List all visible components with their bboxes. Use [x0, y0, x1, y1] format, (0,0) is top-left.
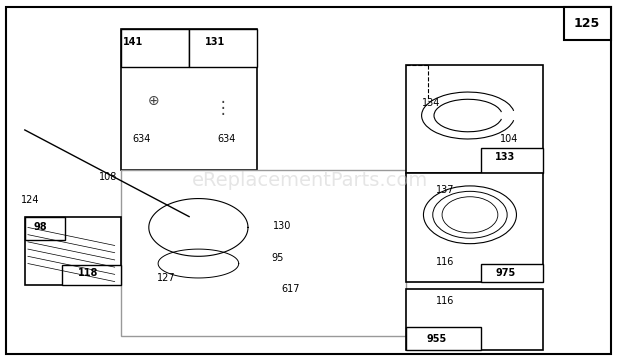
FancyBboxPatch shape [121, 29, 257, 170]
Text: 137: 137 [436, 184, 454, 195]
Text: 617: 617 [281, 284, 299, 294]
Text: 116: 116 [436, 296, 454, 306]
FancyBboxPatch shape [62, 265, 121, 285]
Text: ⊕: ⊕ [148, 94, 159, 108]
Text: 116: 116 [436, 257, 454, 267]
FancyBboxPatch shape [564, 7, 611, 40]
Text: 108: 108 [99, 172, 118, 182]
FancyBboxPatch shape [121, 170, 406, 336]
Text: 95: 95 [272, 253, 284, 263]
FancyBboxPatch shape [25, 217, 65, 240]
Text: 130: 130 [273, 221, 291, 231]
FancyBboxPatch shape [6, 7, 611, 354]
Text: 104: 104 [500, 134, 519, 144]
FancyBboxPatch shape [121, 29, 189, 67]
Text: 125: 125 [574, 17, 600, 30]
FancyBboxPatch shape [480, 264, 542, 282]
Text: 133: 133 [495, 152, 515, 162]
FancyBboxPatch shape [189, 29, 257, 67]
FancyBboxPatch shape [406, 65, 542, 173]
Text: 131: 131 [205, 36, 225, 47]
FancyBboxPatch shape [406, 173, 542, 282]
Text: 134: 134 [422, 98, 440, 108]
Text: 141: 141 [123, 36, 143, 47]
Text: 98: 98 [33, 222, 47, 232]
FancyBboxPatch shape [480, 148, 542, 173]
Text: 975: 975 [496, 268, 516, 278]
FancyBboxPatch shape [25, 217, 121, 285]
Text: eReplacementParts.com: eReplacementParts.com [192, 171, 428, 190]
Text: 955: 955 [427, 334, 446, 344]
FancyBboxPatch shape [406, 327, 480, 350]
Text: ⋮: ⋮ [215, 99, 231, 117]
FancyBboxPatch shape [406, 289, 542, 350]
Text: 634: 634 [132, 134, 151, 144]
Text: 118: 118 [78, 268, 98, 278]
Text: 634: 634 [217, 134, 236, 144]
Text: 127: 127 [157, 273, 175, 283]
Text: 124: 124 [20, 195, 39, 205]
